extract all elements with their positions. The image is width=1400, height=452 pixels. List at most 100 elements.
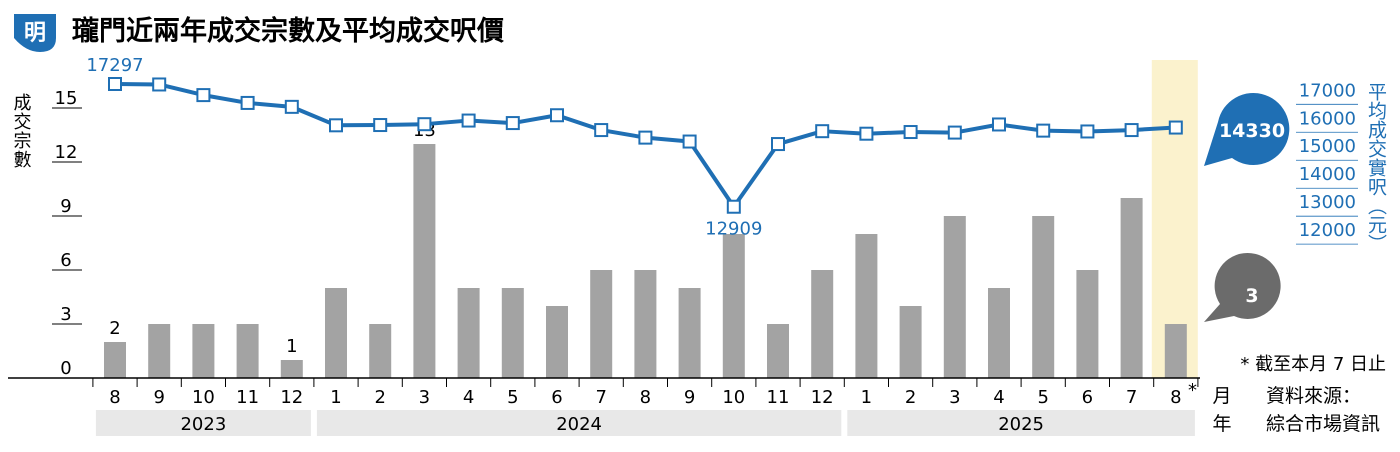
left-axis-tick-label: 3 — [60, 304, 71, 325]
x-axis-month-labels: 8 9 10 11 12 1 2 3 4 5 6 7 8 9 10 11 12 1 2 3 4 5 6 7 8 — [109, 387, 1181, 408]
bar — [678, 288, 701, 378]
left-axis: 0 3 6 9 12 15 — [52, 88, 82, 379]
bar-callout: 3 — [1204, 252, 1281, 322]
bar — [501, 288, 524, 378]
price-marker — [859, 126, 874, 141]
bar-callout-value: 3 — [1245, 285, 1258, 307]
month-label: 10 — [722, 387, 745, 408]
bar — [855, 234, 878, 378]
bar — [767, 324, 789, 378]
month-label: 4 — [463, 387, 474, 408]
price-marker — [196, 88, 211, 103]
price-marker — [240, 95, 255, 110]
bar — [413, 144, 436, 378]
year-label: 2025 — [998, 414, 1044, 435]
month-label: 4 — [993, 387, 1004, 408]
price-marker — [152, 77, 167, 92]
price-marker — [461, 113, 476, 128]
price-marker — [947, 125, 962, 140]
price-marker — [726, 199, 741, 214]
bar — [236, 324, 259, 378]
bar — [1164, 324, 1187, 378]
x-unit-year: 年 — [1212, 413, 1231, 435]
price-marker — [284, 99, 299, 114]
left-axis-label: 成交宗數 — [11, 93, 32, 169]
month-label: 9 — [153, 387, 164, 408]
month-label: 9 — [684, 387, 695, 408]
price-marker — [1168, 120, 1183, 135]
price-value-labels: 17297 12909 — [86, 55, 762, 240]
month-label: 1 — [861, 387, 872, 408]
month-label: 6 — [551, 387, 562, 408]
year-band — [847, 410, 1195, 436]
line-callout-value: 14330 — [1219, 120, 1285, 142]
month-label: 8 — [640, 387, 651, 408]
source-name: 綜合市場資訊 — [1266, 413, 1380, 435]
price-marker — [550, 108, 564, 123]
month-label: 5 — [507, 387, 518, 408]
bar — [325, 288, 347, 378]
price-marker — [329, 118, 343, 133]
right-axis-tick-label: 15000 — [1299, 136, 1356, 157]
month-label: 3 — [419, 387, 430, 408]
month-label: 2 — [374, 387, 385, 408]
price-marker — [1124, 123, 1139, 138]
right-axis-tick-label: 12000 — [1299, 220, 1356, 241]
price-marker — [1036, 123, 1051, 138]
price-marker — [815, 124, 830, 139]
source-label: 資料來源： — [1266, 385, 1361, 407]
month-label: 7 — [1126, 387, 1137, 408]
right-axis-tick-label: 13000 — [1299, 192, 1356, 213]
price-marker — [682, 134, 697, 149]
price-marker — [992, 117, 1006, 132]
bar-value-labels: 2113 — [109, 120, 436, 357]
price-marker — [417, 117, 432, 132]
bar — [722, 234, 745, 378]
price-marker — [594, 123, 609, 138]
year-bands: 2023 2024 2025 — [95, 410, 1195, 436]
month-label: 6 — [1082, 387, 1093, 408]
header: 明 瓏門近兩年成交宗數及平均成交呎價 — [14, 14, 505, 52]
bar — [104, 342, 126, 378]
bar — [457, 288, 480, 378]
month-label: 8 — [1170, 387, 1181, 408]
x-axis-ticks — [92, 378, 1199, 387]
right-axis-label: 平均成交實呎（元） — [1365, 82, 1387, 253]
price-line — [114, 82, 1176, 209]
footnote: * 截至本月 7 日止 — [1240, 354, 1386, 375]
month-label: 3 — [949, 387, 960, 408]
bar-callout-bubble — [1204, 252, 1281, 322]
bar — [634, 270, 657, 378]
price-marker — [1080, 124, 1095, 139]
bar — [192, 324, 215, 378]
month-label: 8 — [109, 387, 120, 408]
logo-badge — [14, 14, 56, 52]
right-axis-tick-label: 17000 — [1299, 80, 1356, 101]
month-label: 7 — [595, 387, 606, 408]
bar — [369, 324, 392, 378]
line-callout: 14330 — [1204, 92, 1290, 166]
month-label: 12 — [811, 387, 834, 408]
left-axis-tick-label: 12 — [55, 142, 78, 163]
price-markers — [108, 77, 1183, 214]
year-band — [95, 410, 311, 436]
right-axis: 17000 16000 15000 14000 13000 12000 — [1296, 80, 1358, 245]
line-callout-bubble — [1204, 92, 1290, 166]
price-value-label: 12909 — [705, 219, 762, 240]
bar — [943, 216, 966, 378]
bar — [988, 288, 1010, 378]
right-axis-tick-label: 14000 — [1299, 164, 1356, 185]
left-axis-tick-label: 6 — [60, 250, 71, 271]
last-month-asterisk: * — [1188, 380, 1197, 401]
logo-text: 明 — [24, 21, 46, 46]
bar — [811, 270, 834, 378]
bar — [899, 306, 922, 378]
month-label: 11 — [767, 387, 790, 408]
month-label: 11 — [236, 387, 259, 408]
bar — [148, 324, 171, 378]
right-axis-tick-label: 16000 — [1299, 108, 1356, 129]
price-marker — [373, 118, 388, 133]
price-marker — [505, 116, 520, 131]
bar — [1076, 270, 1099, 378]
